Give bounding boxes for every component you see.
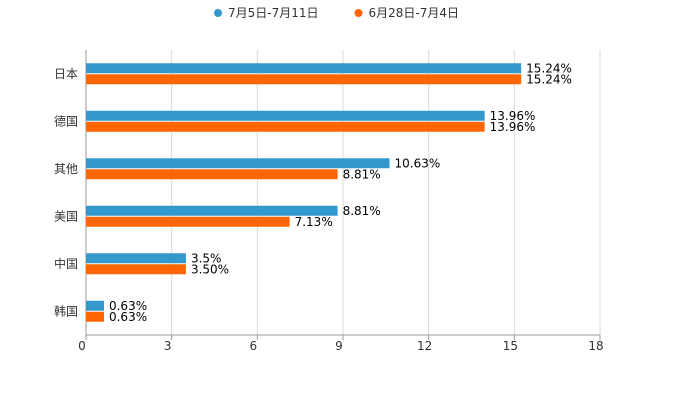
- legend-label[interactable]: 6月28日-7月4日: [369, 6, 460, 20]
- data-label: 10.63%: [395, 156, 441, 170]
- x-tick-label: 9: [335, 339, 343, 353]
- data-label: 8.81%: [343, 204, 381, 218]
- data-label: 13.96%: [490, 109, 536, 123]
- category-label: 德国: [54, 113, 78, 128]
- bar[interactable]: [86, 300, 104, 311]
- bar[interactable]: [86, 110, 485, 121]
- bar[interactable]: [86, 169, 338, 180]
- data-label: 8.81%: [343, 167, 381, 181]
- legend-label[interactable]: 7月5日-7月11日: [228, 6, 319, 20]
- x-tick-label: 18: [588, 339, 603, 353]
- data-label: 3.50%: [191, 262, 229, 276]
- data-label: 3.5%: [191, 251, 222, 265]
- data-label: 15.24%: [526, 72, 572, 86]
- category-label: 其他: [54, 162, 78, 176]
- data-label: 13.96%: [490, 120, 536, 134]
- bar[interactable]: [86, 74, 522, 85]
- bar[interactable]: [86, 121, 485, 132]
- x-tick-label: 12: [417, 339, 432, 353]
- bar[interactable]: [86, 63, 522, 74]
- bar[interactable]: [86, 253, 186, 264]
- x-tick-label: 3: [164, 339, 172, 353]
- bar[interactable]: [86, 216, 290, 227]
- bar[interactable]: [86, 158, 390, 169]
- legend-marker[interactable]: [354, 9, 363, 17]
- x-tick-label: 15: [503, 339, 518, 353]
- x-tick-label: 6: [250, 339, 258, 353]
- legend-marker[interactable]: [214, 9, 222, 17]
- category-label: 韩国: [54, 303, 78, 318]
- x-tick-label: 0: [78, 339, 86, 353]
- category-label: 美国: [54, 209, 78, 223]
- data-label: 7.13%: [295, 215, 333, 229]
- category-label: 日本: [54, 67, 78, 81]
- data-label: 15.24%: [526, 61, 572, 75]
- data-label: 0.63%: [109, 299, 147, 313]
- category-label: 中国: [54, 256, 78, 271]
- data-label: 0.63%: [109, 310, 147, 324]
- bar[interactable]: [86, 205, 338, 216]
- bar[interactable]: [86, 311, 104, 322]
- legend: 7月5日-7月11日 6月28日-7月4日: [214, 6, 459, 20]
- bar[interactable]: [86, 264, 186, 275]
